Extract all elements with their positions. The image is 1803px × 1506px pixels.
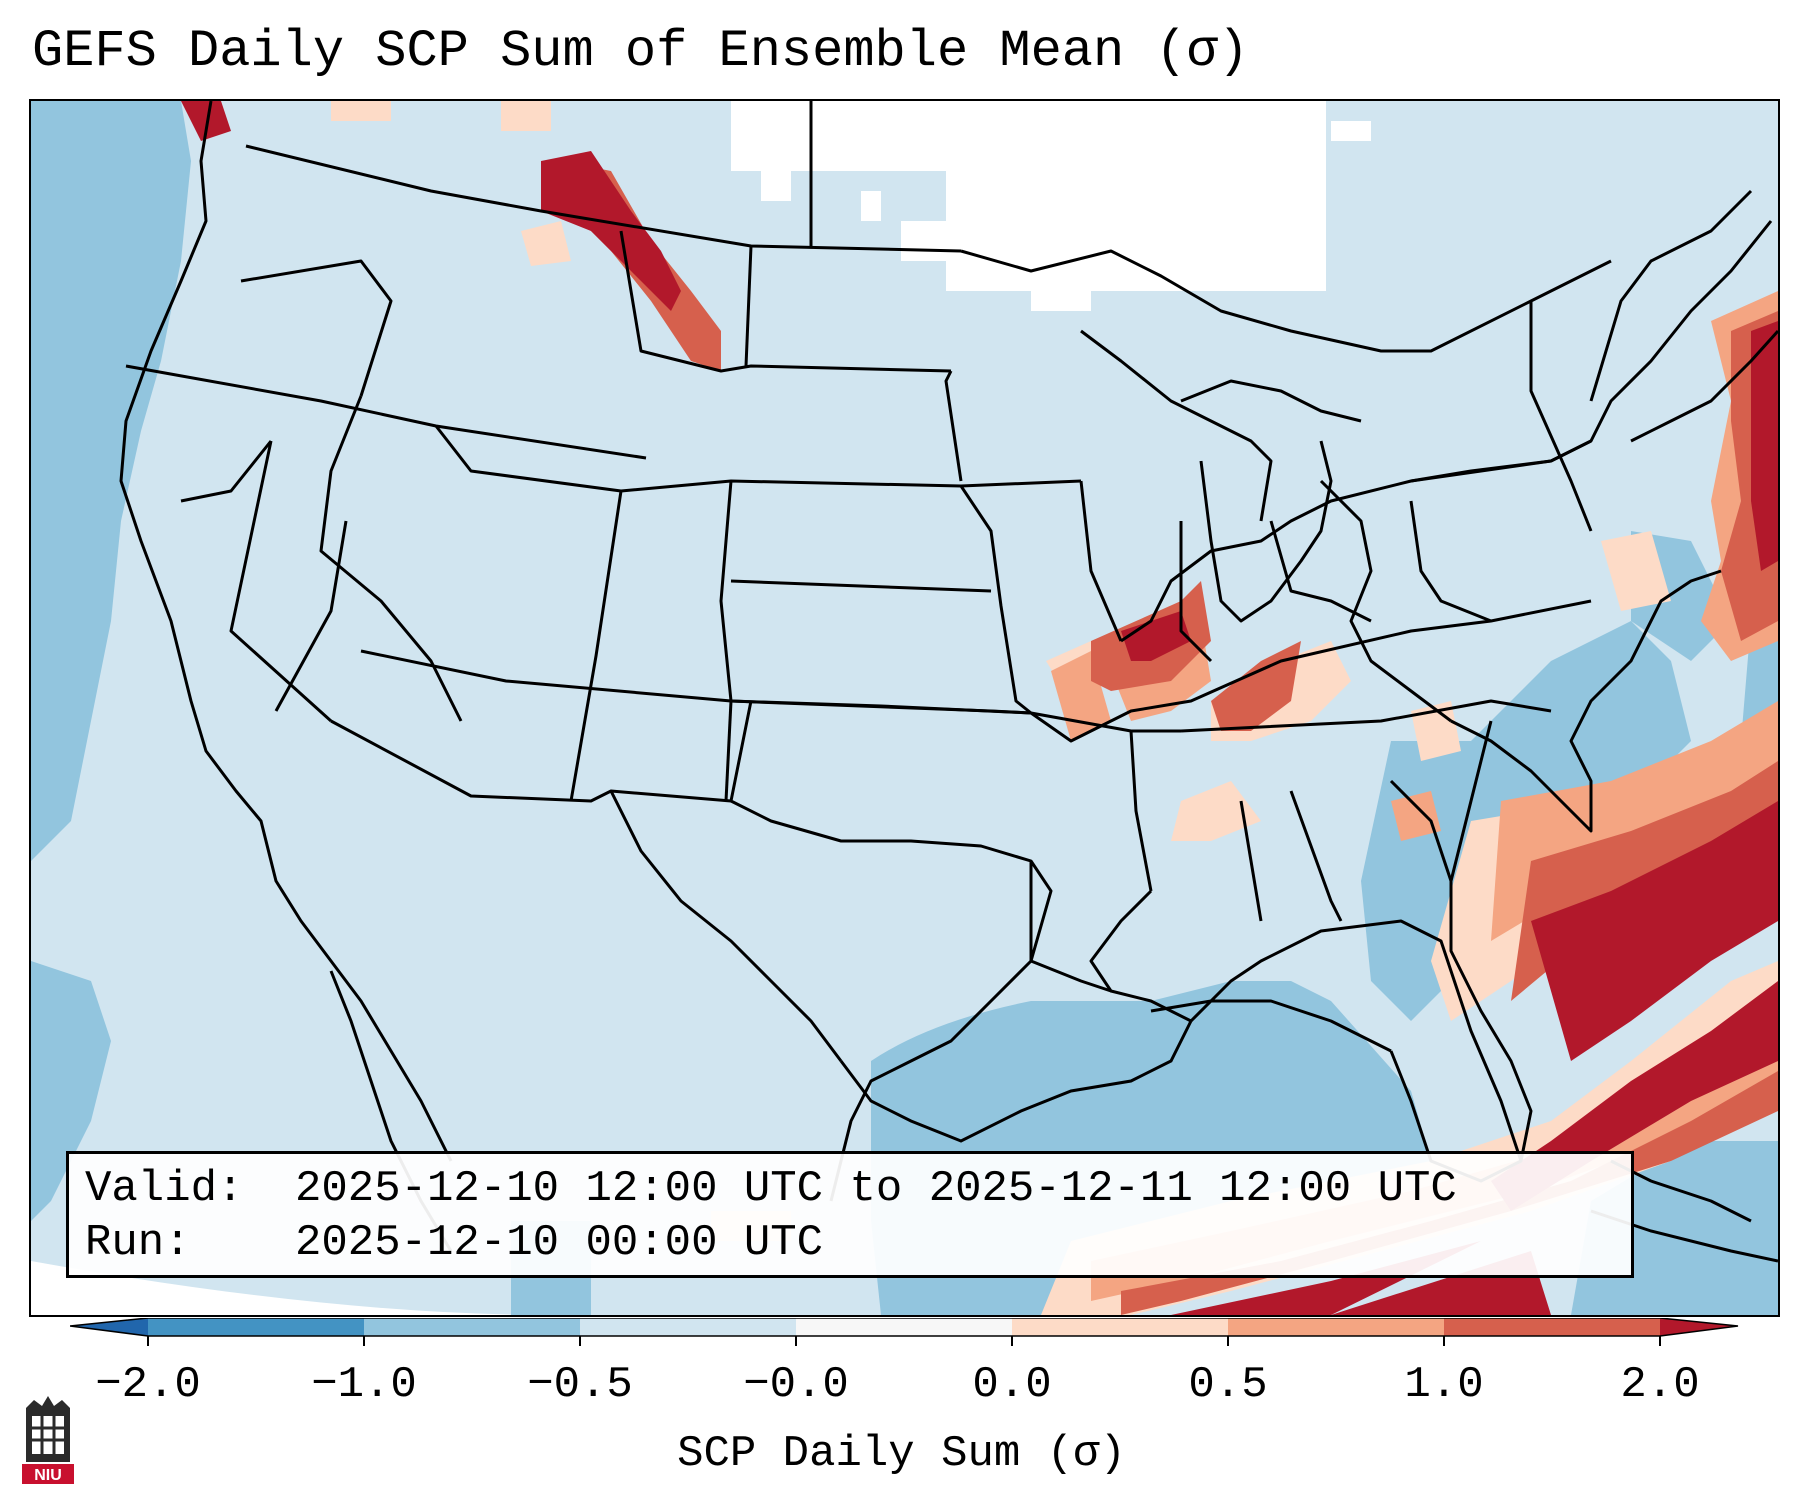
- colorbar-segment: [148, 1318, 364, 1336]
- svg-text:NIU: NIU: [34, 1467, 62, 1484]
- chart-title: GEFS Daily SCP Sum of Ensemble Mean (σ): [32, 22, 1249, 81]
- valid-value: 2025-12-10 12:00 UTC to 2025-12-11 12:00…: [295, 1164, 1457, 1214]
- colorbar-ticks: [147, 1336, 1661, 1346]
- boundaries: [119, 101, 1778, 1263]
- colorbar-tick-label: 0.0: [972, 1360, 1052, 1410]
- colorbar-segment: [364, 1318, 580, 1336]
- colorbar-segment: [1444, 1318, 1660, 1336]
- run-label: Run:: [85, 1218, 191, 1268]
- colorbar: [70, 1318, 1739, 1346]
- map-panel: [29, 99, 1780, 1317]
- colorbar-tick-label: 1.0: [1404, 1360, 1484, 1410]
- run-row: Run: 2025-12-10 00:00 UTC: [85, 1216, 1615, 1270]
- colorbar-tick-label: 0.5: [1188, 1360, 1268, 1410]
- colorbar-tick-label: −0.5: [527, 1360, 633, 1410]
- colorbar-tick-labels: −2.0 −1.0 −0.5 −0.0 0.0 0.5 1.0 2.0: [0, 1360, 1803, 1420]
- colorbar-segment: [796, 1318, 1012, 1336]
- valid-run-info-box: Valid: 2025-12-10 12:00 UTC to 2025-12-11…: [66, 1151, 1634, 1278]
- colorbar-extend-low: [70, 1318, 148, 1336]
- near-zero-region: [31, 101, 1371, 1315]
- valid-label: Valid:: [85, 1164, 244, 1214]
- valid-row: Valid: 2025-12-10 12:00 UTC to 2025-12-11…: [85, 1162, 1615, 1216]
- colorbar-tick-label: −1.0: [311, 1360, 417, 1410]
- scp-map: [31, 101, 1778, 1315]
- colorbar-tick-label: −0.0: [743, 1360, 849, 1410]
- niu-logo: NIU: [22, 1396, 74, 1484]
- colorbar-title: SCP Daily Sum (σ): [677, 1429, 1126, 1479]
- colorbar-segment: [1228, 1318, 1444, 1336]
- run-value: 2025-12-10 00:00 UTC: [295, 1218, 824, 1268]
- colorbar-segment: [580, 1318, 796, 1336]
- colorbar-tick-label: −2.0: [95, 1360, 201, 1410]
- colorbar-segment: [1012, 1318, 1228, 1336]
- colorbar-extend-high: [1660, 1318, 1738, 1336]
- colorbar-tick-label: 2.0: [1620, 1360, 1700, 1410]
